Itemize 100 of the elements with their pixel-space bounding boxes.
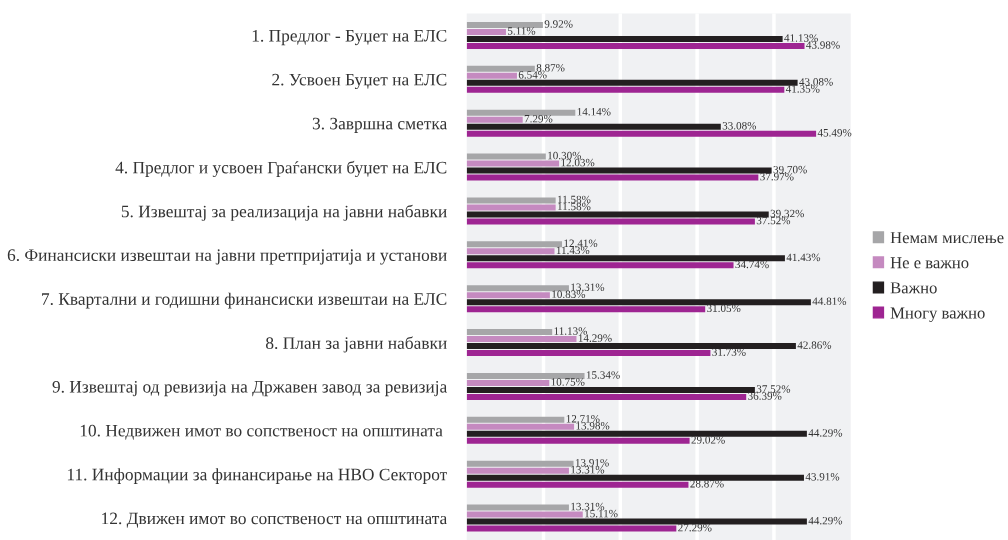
bar: [466, 204, 556, 211]
data-label: 42.86%: [797, 341, 832, 349]
bar: [466, 262, 734, 269]
data-label: 7.29%: [524, 114, 553, 123]
data-label: 11.58%: [558, 202, 591, 211]
y-tick-label: 4. Предлог и усвоен Граѓански буџет на ЕЛС: [115, 160, 447, 178]
data-label: 44.29%: [808, 516, 843, 525]
y-tick-label: 8. План за јавни набавки: [266, 336, 447, 353]
data-label: 41.35%: [785, 85, 820, 93]
legend-label: Важно: [890, 282, 937, 294]
bar: [466, 518, 807, 525]
bar: [466, 42, 805, 49]
bar: [466, 123, 721, 130]
data-label: 13.31%: [571, 283, 605, 291]
bar: [466, 386, 755, 393]
bar: [466, 306, 706, 313]
data-label: 43.98%: [806, 41, 840, 49]
bar: [466, 255, 785, 262]
bar: [466, 160, 560, 167]
data-label: 41.43%: [786, 253, 821, 262]
data-label: 13.98%: [576, 422, 610, 430]
bar: [466, 393, 747, 400]
bar: [466, 423, 575, 430]
data-label: 45.49%: [817, 129, 852, 137]
bar: [466, 416, 565, 423]
data-label: 28.87%: [690, 480, 724, 488]
bar: [466, 241, 563, 248]
data-label: 43.08%: [799, 78, 833, 86]
data-label: 36.39%: [748, 392, 782, 400]
y-tick-label: 2. Усвоен Буџет на ЕЛС: [272, 73, 447, 90]
bar: [466, 379, 550, 386]
data-label: 37.52%: [756, 385, 791, 393]
bar: [466, 21, 543, 28]
data-label: 37.52%: [756, 216, 791, 225]
bar: [466, 343, 796, 350]
data-label: 8.87%: [536, 64, 565, 72]
y-tick-label: 7. Квартални и годишни финансиски извештаи на ЕЛС: [42, 292, 447, 309]
data-label: 10.83%: [552, 290, 586, 299]
bar: [466, 525, 677, 532]
bar: [466, 350, 711, 357]
data-label: 44.29%: [808, 429, 843, 437]
bar: [466, 372, 585, 379]
bar: [466, 504, 569, 511]
y-tick-label: 9. Извештај од ревизија на Државен завод за ревизија: [52, 380, 448, 397]
legend-label: Не е важно: [890, 257, 969, 269]
bar: [466, 197, 556, 204]
data-label: 13.31%: [571, 502, 605, 511]
bar: [466, 116, 523, 123]
data-label: 31.73%: [712, 348, 746, 356]
bar: [466, 460, 574, 467]
y-tick-label: 3. Завршна сметка: [312, 117, 448, 133]
data-label: 43.91%: [805, 472, 840, 481]
data-label: 6.54%: [518, 71, 547, 79]
data-label: 41.13%: [784, 34, 818, 42]
data-label: 27.29%: [678, 523, 712, 532]
data-label: 5.11%: [507, 27, 536, 35]
bar: [466, 218, 755, 225]
legend-label: Многу важно: [890, 307, 985, 322]
legend-label: Немам мислење: [890, 232, 1004, 244]
data-label: 34.74%: [735, 260, 769, 269]
bar: [466, 292, 550, 299]
data-label: 11.58%: [558, 195, 591, 204]
bar: [466, 109, 576, 116]
bar: [466, 130, 817, 137]
bar: [466, 430, 807, 437]
y-tick-label: 5. Извештај за реализација на јавни набавки: [121, 204, 447, 221]
data-label: 13.91%: [575, 458, 609, 467]
bar: [466, 86, 785, 93]
data-label: 37.97%: [760, 172, 794, 181]
data-label: 39.70%: [773, 165, 807, 174]
y-tick-label: 1. Предлог - Буџет на ЕЛС: [252, 29, 447, 46]
bar: [466, 467, 569, 474]
bar: [466, 167, 772, 174]
data-label: 12.03%: [561, 158, 595, 167]
y-tick-label: 12. Движен имот во сопственост на општината: [102, 512, 448, 528]
bar: [466, 79, 798, 86]
data-label: 29.02%: [691, 436, 725, 444]
data-label: 14.14%: [577, 107, 611, 116]
bar: [466, 474, 804, 481]
bar: [466, 437, 690, 444]
bar: [466, 153, 546, 160]
bar: [466, 35, 783, 42]
data-label: 14.29%: [578, 334, 612, 342]
bar: [466, 65, 535, 72]
bar: [466, 336, 577, 343]
bar: [466, 511, 583, 518]
data-label: 15.11%: [585, 509, 618, 518]
bar: [466, 285, 569, 292]
data-label: 33.08%: [722, 121, 757, 130]
bar: [466, 174, 759, 181]
bar: [466, 248, 555, 255]
data-label: 44.81%: [812, 297, 847, 306]
bar: [466, 481, 689, 488]
y-tick-label: 11. Информации за финансирање на НВО Секторот: [67, 468, 447, 484]
data-label: 11.43%: [556, 246, 590, 255]
data-label: 10.75%: [551, 378, 585, 386]
bar: [466, 329, 553, 336]
bar: [466, 299, 811, 306]
data-label: 13.31%: [571, 465, 605, 474]
data-label: 31.05%: [707, 304, 741, 313]
